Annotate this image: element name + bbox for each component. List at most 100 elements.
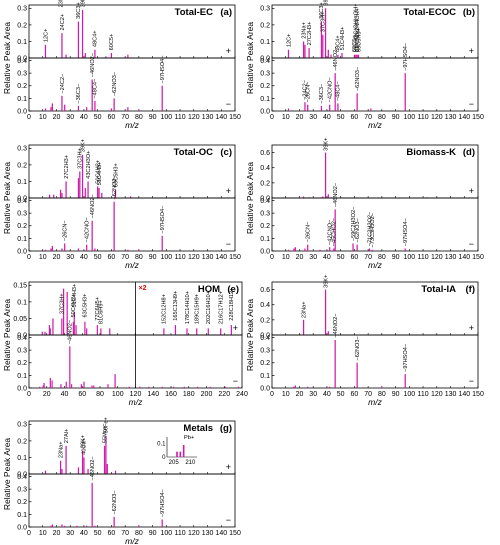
peak-label: 61CH3C(OH)=OH+ <box>354 4 360 53</box>
peak-label: 63C5H3+ <box>83 294 89 318</box>
neg-subpanel: 0.0 0.1 0.2 0.3 0.4 − −46NO2− −62NO3− −97HSO4− 0 1… <box>260 314 484 407</box>
panel-d: 0.0 0.2 0.4 0.6 +39K+ 0.0 0.1 0.2 0.3 0.4 − −26CN− −… <box>245 138 484 270</box>
neg-polarity-sign: − <box>233 376 238 386</box>
spectrum-bar <box>100 328 102 335</box>
neg-subpanel: 0.0 0.1 0.2 0.3 0.4 − −24C2− −36C3− −46NO2− −48C4… <box>17 53 241 130</box>
peak-label: 23Na+ <box>58 0 64 7</box>
pos-subpanel: 0.0 0.05 0.1 0.15 +37C3H+ 50C4H2+51C4H3+ 63C5H… <box>13 281 243 339</box>
x-tick-label: 180 <box>183 391 195 398</box>
spectrum-bar <box>63 288 65 335</box>
spectrum-bar <box>77 178 80 198</box>
y-tick-label: 0.0 <box>260 385 270 392</box>
y-tick-label: 0.2 <box>260 22 270 29</box>
spectrum-bar <box>381 386 383 388</box>
y-tick-label: 0.1 <box>17 236 27 243</box>
neg-subpanel: 0.0 0.1 0.2 0.3 0.4 − −24C2−−26CN− −36C3− −42CNO… <box>260 43 484 130</box>
panel-g: 0.0 0.1 0.2 0.3 +23Na+27Al+ 39K+40Ca+ 55Mn+56F… <box>2 417 241 545</box>
y-tick-label: 0.3 <box>260 6 270 13</box>
peak-label: 55Mn+ <box>102 426 108 443</box>
neg-subpanel: 0.0 0.1 0.2 0.3 0.4 − −26CN− −42CNO−−46NO2− −62N… <box>17 175 241 270</box>
peak-label: 37C3H+ <box>60 293 66 314</box>
spectrum-bar <box>307 244 309 251</box>
neg-frame <box>271 334 479 389</box>
peak-label: −42CNO− <box>327 77 333 102</box>
x-axis-label: m/z <box>125 260 139 270</box>
y-tick-label: 0.0 <box>260 195 270 202</box>
spectrum-bar <box>91 482 93 527</box>
pos-subpanel: 0.0 0.1 0.2 0.3 +12C+ 23Na+ 27C2H3+ 36C3+37C3H+… <box>260 0 479 62</box>
peak-label: 37C3H+ <box>78 148 84 169</box>
spectrum-bar <box>64 104 66 111</box>
x-tick-label: 80 <box>378 391 386 398</box>
y-tick-label: 0.3 <box>260 348 270 355</box>
y-tick-label: 0.2 <box>17 438 27 445</box>
neg-frame <box>28 473 236 528</box>
x-tick-label: 110 <box>417 114 428 121</box>
spectrum-bar <box>44 44 47 58</box>
spectrum-bar <box>114 374 116 388</box>
spectrum-bar <box>127 54 129 58</box>
spectrum-bar <box>114 470 117 474</box>
peak-label: 12C+ <box>43 29 49 43</box>
spectrum-bar <box>44 108 47 111</box>
x-tick-label: 20 <box>296 391 304 398</box>
x-tick-label: 80 <box>135 254 143 261</box>
y-tick-label: 0.4 <box>260 198 270 205</box>
y-tick-label: 0.3 <box>17 146 27 153</box>
panel-title: HOM <box>198 284 220 295</box>
spectrum-bar <box>61 95 63 111</box>
pos-polarity-sign: + <box>226 186 231 196</box>
peak-label: −26CN− <box>306 222 312 243</box>
peak-label: 165C13H9+ <box>173 291 179 321</box>
spectrum-bar <box>302 319 305 335</box>
spectrum-bar <box>173 386 175 388</box>
spectrum-bar <box>87 181 89 198</box>
spectrum-bar <box>287 249 290 251</box>
panel-a: 0.0 0.1 0.2 0.3 +12C+ 23Na+ 24C2+ 36C3+39K+ 48C4… <box>2 0 241 130</box>
y-tick-label: 0.4 <box>17 58 27 65</box>
peak-label: 48C4+ <box>93 30 99 47</box>
peak-label: 39K+ <box>323 0 329 6</box>
y-tick-label: 0.1 <box>17 299 27 306</box>
y-tick-label: 0.2 <box>17 22 27 29</box>
y-tick-label: 0.2 <box>260 360 270 367</box>
peak-label: −42CNO− <box>84 217 90 242</box>
inset-x-tick-label: 210 <box>185 460 196 466</box>
y-axis-label: Relative Peak Area <box>2 299 12 372</box>
x-tick-label: 70 <box>121 254 129 261</box>
x-tick-label: 30 <box>309 391 317 398</box>
y-tick-label: 0.1 <box>17 512 27 519</box>
spectrum-bar <box>64 243 66 251</box>
y-axis-label: Relative Peak Area <box>2 22 12 95</box>
x-tick-label: 90 <box>392 391 400 398</box>
x-tick-label: 10 <box>39 254 47 261</box>
x-tick-label: 80 <box>96 391 104 398</box>
peak-label: 43C2H3O+ <box>86 151 92 179</box>
y-tick-label: 0.0 <box>260 55 270 62</box>
x-tick-label: 90 <box>149 254 157 261</box>
y-tick-label: 0.2 <box>260 317 270 324</box>
x-tick-label: 30 <box>309 114 317 121</box>
peak-label: 228C18H12+ <box>229 288 235 321</box>
peak-label: 39K+ <box>80 0 86 7</box>
x-tick-label: 130 <box>202 114 214 121</box>
spectrum-bar <box>307 104 309 111</box>
x-tick-label: 110 <box>174 114 185 121</box>
y-tick-label: 0.1 <box>260 96 270 103</box>
spectrum-bar <box>109 328 111 335</box>
spectrum-bar <box>84 321 86 335</box>
spectrum-bar <box>83 381 85 388</box>
peak-label: −62NO3− <box>355 67 361 91</box>
spectrum-bar <box>48 194 51 198</box>
x-tick-label: 130 <box>445 114 457 121</box>
y-tick-label: 0.2 <box>17 360 27 367</box>
x-tick-label: 30 <box>66 530 74 537</box>
peak-label: 39K+ <box>323 138 329 151</box>
y-tick-label: 0.0 <box>17 332 27 339</box>
pos-subpanel: 0.0 0.1 0.2 0.3 +12C+ 23Na+ 24C2+ 36C3+39K+ 48C4… <box>17 0 236 62</box>
peak-label: −97HSO4− <box>160 489 166 517</box>
x-tick-label: 10 <box>282 391 290 398</box>
panel-c: 0.00.10.20.3+27C2H3+ 37C3H+39K+43C2H3O+ 50… <box>2 139 241 270</box>
spectrum-bar <box>334 73 336 111</box>
x-tick-label: 130 <box>202 530 214 537</box>
